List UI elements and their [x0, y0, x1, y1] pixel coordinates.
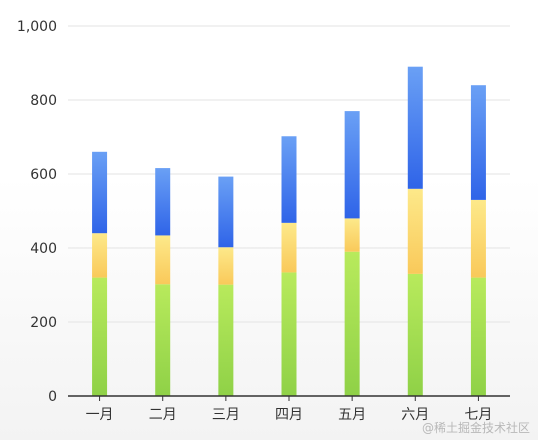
- x-tick-label: 一月: [86, 407, 114, 423]
- bar-segment: [92, 151, 108, 234]
- x-tick-label: 七月: [464, 407, 492, 423]
- bar-segment: [281, 222, 297, 273]
- x-tick-label: 四月: [275, 407, 303, 423]
- bar-segment: [92, 233, 108, 278]
- bar-segment: [407, 273, 423, 396]
- bar-segment: [218, 247, 234, 285]
- bar-segment: [218, 284, 234, 396]
- bar-segment: [218, 176, 234, 248]
- bar-segment: [470, 277, 486, 396]
- bar-segment: [281, 272, 297, 396]
- bar-segment: [155, 235, 171, 285]
- y-tick-label: 600: [30, 167, 57, 183]
- bar-segment: [344, 111, 360, 219]
- x-tick-label: 六月: [401, 407, 429, 423]
- bar-segment: [344, 251, 360, 396]
- bars: [92, 66, 486, 396]
- bar-segment: [407, 66, 423, 189]
- bar-segment: [155, 168, 171, 236]
- bar-segment: [470, 85, 486, 200]
- watermark: @稀土掘金技术社区: [421, 421, 530, 435]
- bar-segment: [155, 284, 171, 396]
- y-tick-label: 800: [30, 93, 57, 109]
- y-tick-label: 0: [48, 389, 57, 405]
- y-axis-tick-labels: 0 200 400 600 800 1,000: [17, 19, 57, 405]
- y-tick-label: 200: [30, 315, 57, 331]
- x-axis-tick-labels: 一月 二月 三月 四月 五月 六月 七月: [86, 396, 492, 423]
- bar-segment: [407, 188, 423, 274]
- bar-segment: [281, 136, 297, 223]
- bar-segment: [470, 199, 486, 278]
- bar-segment: [92, 277, 108, 396]
- y-tick-label: 400: [30, 241, 57, 257]
- y-tick-label: 1,000: [17, 19, 57, 35]
- x-tick-label: 五月: [338, 407, 366, 423]
- x-tick-label: 三月: [212, 407, 240, 423]
- x-tick-label: 二月: [149, 407, 177, 423]
- bar-segment: [344, 218, 360, 252]
